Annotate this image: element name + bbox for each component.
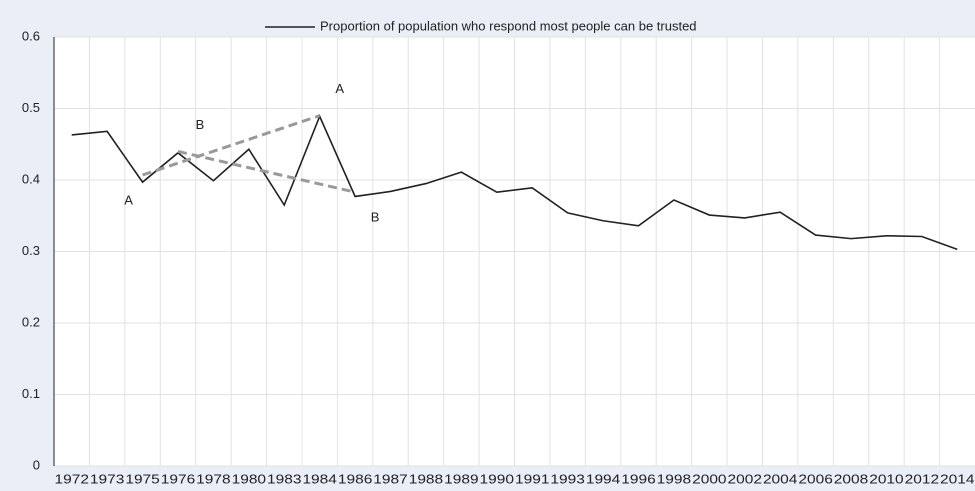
x-tick-label: 2008 xyxy=(834,471,868,486)
x-tick-label: 1993 xyxy=(550,471,584,486)
legend-label: Proportion of population who respond mos… xyxy=(320,18,697,33)
x-tick-label: 1978 xyxy=(196,471,230,486)
x-tick-label: 2014 xyxy=(940,471,974,486)
annotation-label: A xyxy=(335,81,344,96)
x-tick-label: 2012 xyxy=(905,471,939,486)
x-tick-label: 2004 xyxy=(763,471,797,486)
data-line xyxy=(71,114,958,251)
y-tick-label: 0 xyxy=(33,457,40,472)
y-tick-label: 0.4 xyxy=(22,171,40,186)
x-tick-label: 1998 xyxy=(657,471,691,486)
x-tick-label: 2000 xyxy=(692,471,726,486)
x-tick-label: 2006 xyxy=(798,471,832,486)
x-tick-label: 1994 xyxy=(586,471,620,486)
annotation-label: B xyxy=(196,117,205,132)
y-tick-label: 0.3 xyxy=(22,243,40,258)
y-tick-label: 0.6 xyxy=(22,28,40,43)
x-tick-label: 1990 xyxy=(480,471,514,486)
annotation-label: B xyxy=(371,210,380,225)
y-tick-label: 0.1 xyxy=(22,386,40,401)
x-tick-label: 1975 xyxy=(125,471,159,486)
x-tick-label: 1987 xyxy=(373,471,407,486)
x-tick-label: 1983 xyxy=(267,471,301,486)
x-tick-label: 1989 xyxy=(444,471,478,486)
x-tick-label: 2002 xyxy=(728,471,762,486)
x-tick-label: 2010 xyxy=(869,471,903,486)
y-tick-label: 0.2 xyxy=(22,314,40,329)
annotation-label: A xyxy=(124,192,133,207)
annotation-line xyxy=(177,149,356,194)
x-tick-label: 1973 xyxy=(90,471,124,486)
x-tick-label: 1986 xyxy=(338,471,372,486)
x-tick-label: 1976 xyxy=(161,471,195,486)
x-tick-label: 1980 xyxy=(232,471,266,486)
x-tick-label: 1984 xyxy=(302,471,336,486)
x-tick-label: 1991 xyxy=(515,471,549,486)
annotation-line xyxy=(142,114,321,177)
x-tick-label: 1972 xyxy=(55,471,89,486)
y-tick-label: 0.5 xyxy=(22,100,40,115)
x-tick-label: 1988 xyxy=(409,471,443,486)
x-tick-label: 1996 xyxy=(621,471,655,486)
